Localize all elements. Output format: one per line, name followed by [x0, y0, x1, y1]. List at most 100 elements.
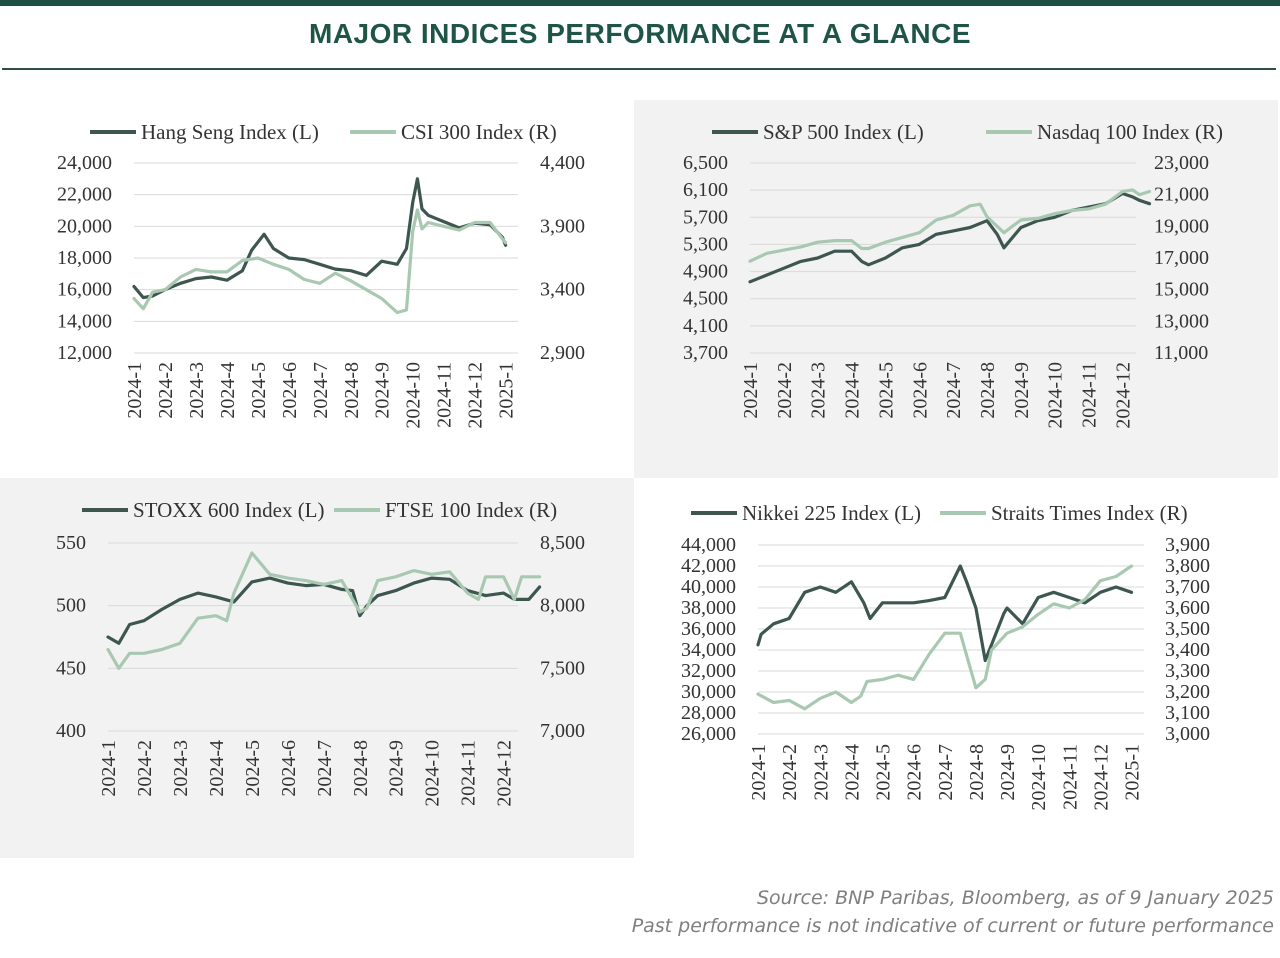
x-axis-tick-label: 2024-2	[774, 362, 796, 419]
legend-label: FTSE 100 Index (R)	[385, 498, 557, 522]
x-axis-tick-label: 2024-11	[1079, 362, 1101, 428]
series-line-right	[132, 208, 508, 315]
nikkei225-straits-times-chart-panel: 44,000 42,000 40,000 38,000 36,000 34,000 32,0…	[634, 478, 1278, 858]
x-axis-tick-label: 2024-4	[217, 362, 239, 419]
x-axis-tick-label: 2024-9	[1011, 362, 1033, 419]
x-axis-tick-label: 2024-9	[386, 740, 408, 797]
right-axis-tick-label: 11,000	[1154, 342, 1208, 364]
x-axis-tick-label: 2024-8	[341, 362, 363, 419]
right-axis-tick-label: 23,000	[1154, 152, 1209, 174]
x-axis-tick-label: 2024-12	[1112, 362, 1134, 429]
left-axis-tick-label: 14,000	[57, 310, 112, 332]
x-axis-tick-label: 2024-10	[1028, 744, 1050, 811]
x-axis-tick-label: 2024-7	[310, 362, 332, 419]
sp500-chart-svg: 6,500 6,100 5,700 5,300 4,900 4,500 4,100 3,700…	[683, 120, 1223, 429]
right-axis-tick-label: 17,000	[1154, 247, 1209, 269]
right-axis-tick-label: 3,400	[540, 279, 585, 301]
right-axis-tick-label: 21,000	[1154, 184, 1209, 206]
left-axis-tick-label: 5,300	[683, 233, 728, 255]
nikkei225-chart-svg: 44,00042,00040,00038,00036,00034,00032,0…	[681, 501, 1210, 811]
hang-seng-chart-svg: 24,000 22,000 20,000 18,000 16,000 14,000 12,0…	[57, 120, 585, 429]
x-axis-tick-label: 2024-8	[966, 744, 988, 801]
x-axis-tick-label: 2024-1	[740, 362, 762, 419]
right-axis-tick-label: 3,900	[540, 215, 585, 237]
right-axis-tick-label: 7,500	[540, 657, 585, 679]
left-axis-tick-label: 550	[56, 532, 86, 554]
left-axis-tick-label: 22,000	[57, 184, 112, 206]
x-axis-tick-label: 2024-11	[434, 362, 456, 428]
right-axis-tick-label: 3,900	[1165, 534, 1210, 556]
x-axis-tick-label: 2024-7	[943, 362, 965, 419]
legend-label: Nikkei 225 Index (L)	[742, 501, 921, 525]
right-axis-tick-label: 3,100	[1165, 702, 1210, 724]
x-axis-tick-label: 2024-10	[403, 362, 425, 429]
left-axis-tick-label: 32,000	[681, 660, 736, 682]
x-axis-tick-label: 2024-10	[422, 740, 444, 807]
x-axis-tick-label: 2025-1	[1122, 744, 1144, 801]
x-axis-tick-label: 2024-1	[124, 362, 146, 419]
left-axis-tick-label: 5,700	[683, 206, 728, 228]
right-axis-tick-label: 19,000	[1154, 215, 1209, 237]
x-axis-tick-label: 2024-3	[810, 744, 832, 801]
x-axis-tick-label: 2024-8	[350, 740, 372, 797]
left-axis-tick-label: 500	[56, 595, 86, 617]
left-axis-tick-label: 38,000	[681, 597, 736, 619]
left-axis-tick-label: 42,000	[681, 555, 736, 577]
series-line-right	[106, 551, 542, 670]
series-line-left	[748, 191, 1152, 284]
right-axis-tick-label: 3,400	[1165, 639, 1210, 661]
x-axis-tick-label: 2024-9	[997, 744, 1019, 801]
left-axis-tick-label: 34,000	[681, 639, 736, 661]
right-axis-tick-label: 3,600	[1165, 597, 1210, 619]
left-axis-tick-label: 44,000	[681, 534, 736, 556]
x-axis-tick-label: 2024-2	[779, 744, 801, 801]
left-axis-tick-label: 30,000	[681, 681, 736, 703]
right-axis-tick-label: 13,000	[1154, 310, 1209, 332]
disclaimer-note: Past performance is not indicative of cu…	[631, 915, 1274, 937]
right-axis-tick-label: 3,800	[1165, 555, 1210, 577]
right-axis-tick-label: 3,200	[1165, 681, 1210, 703]
left-axis-tick-label: 26,000	[681, 723, 736, 745]
right-axis-tick-label: 3,500	[1165, 618, 1210, 640]
x-axis-tick-label: 2024-5	[248, 362, 270, 419]
left-axis-tick-label: 4,100	[683, 315, 728, 337]
legend-label: Straits Times Index (R)	[991, 501, 1188, 525]
right-axis-tick-label: 8,000	[540, 595, 585, 617]
legend-label: STOXX 600 Index (L)	[133, 498, 325, 522]
x-axis-tick-label: 2024-6	[278, 740, 300, 797]
x-axis-tick-label: 2024-6	[904, 744, 926, 801]
legend-label: Nasdaq 100 Index (R)	[1037, 120, 1223, 144]
sp500-nasdaq100-chart-panel: 6,500 6,100 5,700 5,300 4,900 4,500 4,100 3,700…	[634, 100, 1278, 478]
left-axis-tick-label: 20,000	[57, 215, 112, 237]
left-axis-tick-label: 3,700	[683, 342, 728, 364]
x-axis-tick-label: 2024-9	[372, 362, 394, 419]
stoxx600-ftse100-chart-panel: 550 500 450 400 8,500 8,000 7,500 7,000 2024-1 20…	[0, 478, 634, 858]
page-title: MAJOR INDICES PERFORMANCE AT A GLANCE	[309, 18, 971, 49]
series-line-left	[756, 564, 1134, 663]
x-axis-tick-label: 2024-1	[98, 740, 120, 797]
x-axis-tick-label: 2024-11	[1059, 744, 1081, 810]
left-axis-tick-label: 4,500	[683, 288, 728, 310]
title-divider	[2, 68, 1276, 70]
left-axis-tick-label: 400	[56, 720, 86, 742]
x-axis-tick-label: 2024-5	[873, 744, 895, 801]
left-axis-tick-label: 6,100	[683, 179, 728, 201]
stoxx600-chart-svg: 550 500 450 400 8,500 8,000 7,500 7,000 2024-1 20…	[56, 498, 585, 807]
x-axis-tick-label: 2024-6	[279, 362, 301, 419]
x-axis-tick-label: 2024-11	[458, 740, 480, 806]
series-line-left	[106, 576, 542, 645]
x-axis-tick-label: 2024-6	[909, 362, 931, 419]
series-line-right	[748, 188, 1152, 263]
right-axis-tick-label: 8,500	[540, 532, 585, 554]
top-accent-bar	[0, 0, 1280, 6]
series-line-right	[756, 564, 1134, 711]
x-axis-tick-label: 2024-4	[841, 744, 863, 801]
x-axis-tick-label: 2024-3	[170, 740, 192, 797]
left-axis-tick-label: 4,900	[683, 261, 728, 283]
hang-seng-csi300-chart-panel: 24,000 22,000 20,000 18,000 16,000 14,000 12,0…	[0, 100, 634, 478]
left-axis-tick-label: 16,000	[57, 279, 112, 301]
left-axis-tick-label: 6,500	[683, 152, 728, 174]
left-axis-tick-label: 450	[56, 657, 86, 679]
left-axis-tick-label: 40,000	[681, 576, 736, 598]
x-axis-tick-label: 2024-12	[494, 740, 516, 807]
